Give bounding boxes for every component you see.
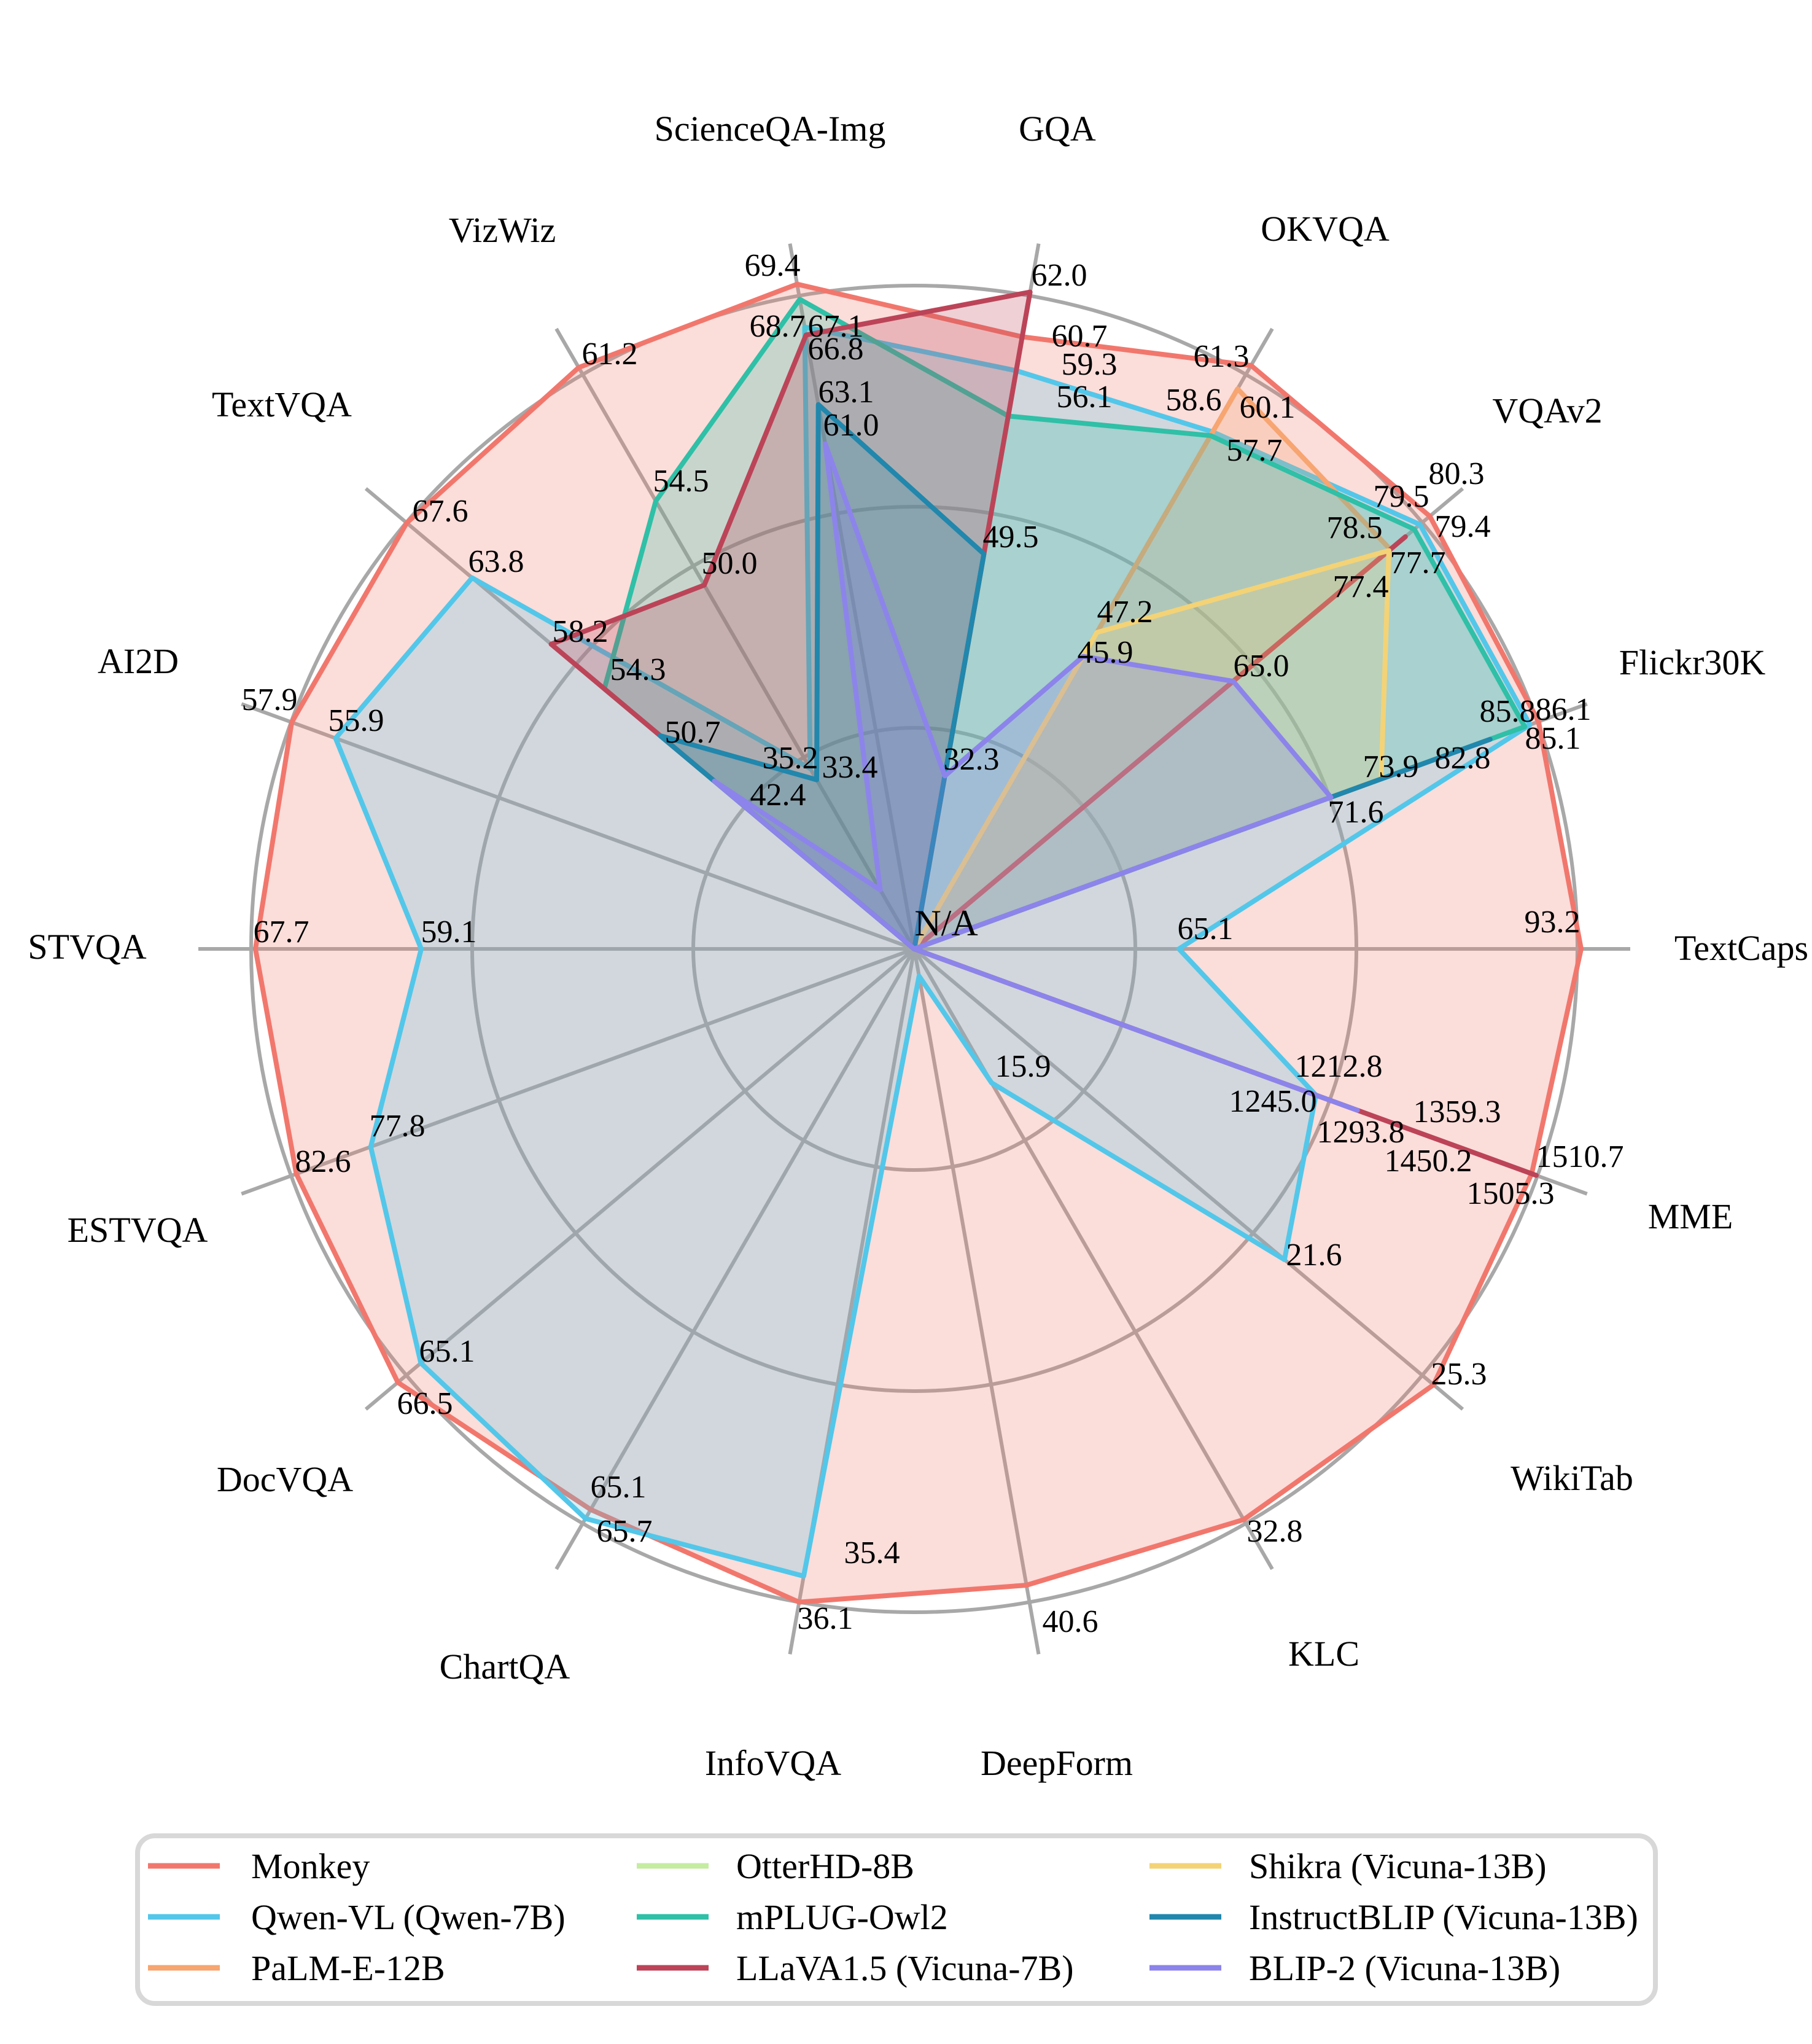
svg-text:67.1: 67.1 xyxy=(808,309,864,344)
svg-text:35.2: 35.2 xyxy=(763,741,819,776)
svg-text:69.4: 69.4 xyxy=(745,248,801,283)
svg-text:61.3: 61.3 xyxy=(1194,339,1250,374)
svg-text:65.0: 65.0 xyxy=(1234,649,1289,684)
svg-text:77.4: 77.4 xyxy=(1333,569,1389,604)
svg-text:59.1: 59.1 xyxy=(421,915,477,950)
svg-text:63.1: 63.1 xyxy=(819,375,874,410)
svg-text:Flickr30K: Flickr30K xyxy=(1619,642,1766,682)
svg-text:ESTVQA: ESTVQA xyxy=(68,1210,208,1250)
svg-text:1245.0: 1245.0 xyxy=(1229,1084,1317,1119)
svg-text:Qwen-VL (Qwen-7B): Qwen-VL (Qwen-7B) xyxy=(251,1897,566,1937)
svg-text:DeepForm: DeepForm xyxy=(981,1743,1133,1783)
svg-text:36.1: 36.1 xyxy=(798,1601,854,1636)
svg-text:82.8: 82.8 xyxy=(1435,741,1491,776)
svg-text:InstructBLIP (Vicuna-13B): InstructBLIP (Vicuna-13B) xyxy=(1249,1897,1638,1937)
svg-text:68.7: 68.7 xyxy=(750,309,806,344)
svg-text:STVQA: STVQA xyxy=(28,927,146,967)
svg-text:32.3: 32.3 xyxy=(944,742,1000,777)
svg-text:ScienceQA-Img: ScienceQA-Img xyxy=(655,109,886,149)
svg-text:MME: MME xyxy=(1648,1196,1733,1236)
svg-text:VizWiz: VizWiz xyxy=(449,210,556,250)
svg-text:59.3: 59.3 xyxy=(1062,347,1118,382)
svg-text:N/A: N/A xyxy=(914,903,978,943)
svg-text:57.9: 57.9 xyxy=(242,682,298,717)
svg-text:GQA: GQA xyxy=(1019,109,1096,149)
svg-text:85.8: 85.8 xyxy=(1480,694,1536,729)
svg-text:79.4: 79.4 xyxy=(1435,509,1491,544)
svg-text:58.6: 58.6 xyxy=(1166,383,1222,418)
svg-text:Shikra (Vicuna-13B): Shikra (Vicuna-13B) xyxy=(1249,1846,1547,1886)
svg-text:58.2: 58.2 xyxy=(553,614,609,649)
svg-text:21.6: 21.6 xyxy=(1286,1238,1342,1273)
svg-text:73.9: 73.9 xyxy=(1363,749,1419,784)
svg-text:KLC: KLC xyxy=(1288,1634,1359,1674)
svg-text:BLIP-2 (Vicuna-13B): BLIP-2 (Vicuna-13B) xyxy=(1249,1948,1560,1988)
svg-text:50.7: 50.7 xyxy=(665,715,721,750)
svg-text:VQAv2: VQAv2 xyxy=(1492,391,1602,431)
svg-text:InfoVQA: InfoVQA xyxy=(705,1743,841,1783)
svg-text:93.2: 93.2 xyxy=(1525,905,1581,940)
svg-text:66.8: 66.8 xyxy=(808,332,864,367)
svg-text:60.7: 60.7 xyxy=(1052,319,1108,354)
svg-text:1505.3: 1505.3 xyxy=(1467,1176,1555,1211)
svg-text:mPLUG-Owl2: mPLUG-Owl2 xyxy=(736,1897,948,1937)
svg-text:47.2: 47.2 xyxy=(1097,595,1153,630)
svg-text:OtterHD-8B: OtterHD-8B xyxy=(736,1846,914,1886)
svg-text:32.8: 32.8 xyxy=(1247,1514,1303,1549)
svg-text:54.3: 54.3 xyxy=(610,652,666,687)
svg-text:55.9: 55.9 xyxy=(329,703,384,738)
svg-text:60.1: 60.1 xyxy=(1240,390,1296,425)
svg-text:35.4: 35.4 xyxy=(844,1535,900,1570)
svg-text:65.7: 65.7 xyxy=(597,1514,653,1549)
svg-text:63.8: 63.8 xyxy=(469,544,524,579)
svg-text:OKVQA: OKVQA xyxy=(1261,209,1390,249)
svg-text:67.7: 67.7 xyxy=(254,915,309,950)
svg-text:1212.8: 1212.8 xyxy=(1295,1049,1383,1084)
svg-text:TextVQA: TextVQA xyxy=(212,384,352,424)
svg-text:1359.3: 1359.3 xyxy=(1413,1094,1501,1129)
svg-text:61.0: 61.0 xyxy=(823,408,879,443)
svg-text:50.0: 50.0 xyxy=(702,546,758,581)
svg-text:1450.2: 1450.2 xyxy=(1385,1144,1472,1179)
svg-text:56.1: 56.1 xyxy=(1057,380,1113,415)
svg-text:45.9: 45.9 xyxy=(1078,635,1133,670)
svg-text:65.1: 65.1 xyxy=(591,1470,647,1505)
svg-text:62.0: 62.0 xyxy=(1032,258,1087,293)
svg-text:49.5: 49.5 xyxy=(983,520,1039,555)
svg-text:65.1: 65.1 xyxy=(419,1334,475,1369)
svg-text:1510.7: 1510.7 xyxy=(1536,1139,1624,1174)
svg-text:PaLM-E-12B: PaLM-E-12B xyxy=(251,1948,445,1988)
svg-text:DocVQA: DocVQA xyxy=(217,1459,353,1499)
svg-text:77.8: 77.8 xyxy=(370,1109,426,1144)
svg-text:71.6: 71.6 xyxy=(1328,795,1384,830)
svg-text:80.3: 80.3 xyxy=(1429,456,1485,491)
svg-text:TextCaps: TextCaps xyxy=(1674,928,1808,968)
svg-text:65.1: 65.1 xyxy=(1178,911,1234,946)
svg-text:82.6: 82.6 xyxy=(295,1144,351,1179)
svg-text:85.1: 85.1 xyxy=(1525,721,1581,756)
svg-text:61.2: 61.2 xyxy=(582,337,638,372)
svg-text:Monkey: Monkey xyxy=(251,1846,370,1886)
svg-text:25.3: 25.3 xyxy=(1431,1357,1487,1392)
svg-text:15.9: 15.9 xyxy=(995,1049,1051,1084)
svg-text:33.4: 33.4 xyxy=(822,750,878,785)
svg-text:40.6: 40.6 xyxy=(1043,1604,1098,1639)
svg-text:AI2D: AI2D xyxy=(98,641,179,681)
svg-text:ChartQA: ChartQA xyxy=(440,1647,570,1687)
svg-text:LLaVA1.5 (Vicuna-7B): LLaVA1.5 (Vicuna-7B) xyxy=(736,1948,1074,1988)
svg-text:67.6: 67.6 xyxy=(413,494,469,529)
svg-text:79.5: 79.5 xyxy=(1374,479,1429,514)
svg-text:78.5: 78.5 xyxy=(1327,510,1383,545)
svg-text:57.7: 57.7 xyxy=(1227,433,1283,468)
svg-text:54.5: 54.5 xyxy=(653,464,709,499)
svg-text:1293.8: 1293.8 xyxy=(1317,1115,1405,1150)
svg-text:WikiTab: WikiTab xyxy=(1511,1458,1633,1498)
svg-text:86.1: 86.1 xyxy=(1536,692,1592,727)
svg-text:77.7: 77.7 xyxy=(1390,545,1446,580)
svg-text:66.5: 66.5 xyxy=(397,1386,453,1421)
svg-text:42.4: 42.4 xyxy=(750,778,806,813)
